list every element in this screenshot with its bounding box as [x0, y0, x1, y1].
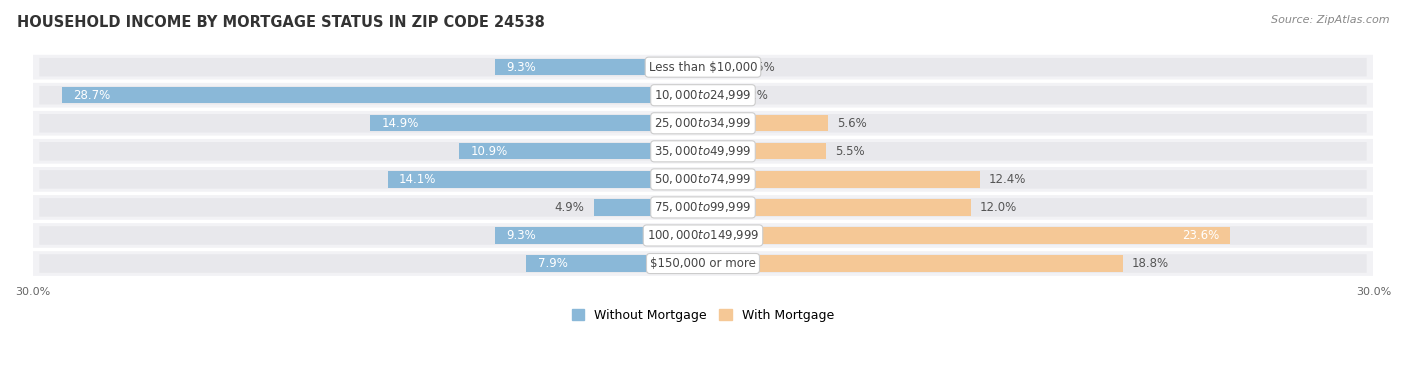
- Text: 12.4%: 12.4%: [988, 173, 1026, 186]
- Text: 12.0%: 12.0%: [980, 201, 1018, 214]
- FancyBboxPatch shape: [32, 167, 1374, 192]
- Text: 28.7%: 28.7%: [73, 89, 110, 102]
- Text: 1.5%: 1.5%: [745, 61, 775, 74]
- Bar: [370, 115, 703, 132]
- Text: 14.9%: 14.9%: [381, 117, 419, 130]
- FancyBboxPatch shape: [39, 170, 1367, 188]
- FancyBboxPatch shape: [32, 83, 1374, 107]
- Text: $150,000 or more: $150,000 or more: [650, 257, 756, 270]
- Text: 18.8%: 18.8%: [1132, 257, 1170, 270]
- FancyBboxPatch shape: [32, 223, 1374, 248]
- Text: 23.6%: 23.6%: [1182, 229, 1219, 242]
- FancyBboxPatch shape: [32, 195, 1374, 220]
- Bar: [703, 143, 825, 159]
- Text: 14.1%: 14.1%: [399, 173, 436, 186]
- Bar: [703, 115, 828, 132]
- FancyBboxPatch shape: [32, 111, 1374, 136]
- Text: 10.9%: 10.9%: [471, 145, 508, 158]
- FancyBboxPatch shape: [32, 139, 1374, 164]
- FancyBboxPatch shape: [39, 226, 1367, 245]
- Text: 7.9%: 7.9%: [537, 257, 568, 270]
- FancyBboxPatch shape: [39, 58, 1367, 77]
- Text: Source: ZipAtlas.com: Source: ZipAtlas.com: [1271, 15, 1389, 25]
- Text: $25,000 to $34,999: $25,000 to $34,999: [654, 116, 752, 130]
- Bar: [703, 227, 1230, 244]
- Bar: [495, 59, 703, 75]
- Text: 9.3%: 9.3%: [506, 61, 536, 74]
- FancyBboxPatch shape: [39, 198, 1367, 217]
- FancyBboxPatch shape: [39, 114, 1367, 133]
- Text: $35,000 to $49,999: $35,000 to $49,999: [654, 144, 752, 158]
- Bar: [62, 87, 703, 103]
- Bar: [703, 255, 1123, 272]
- Bar: [526, 255, 703, 272]
- Bar: [703, 59, 737, 75]
- FancyBboxPatch shape: [39, 86, 1367, 104]
- Text: $10,000 to $24,999: $10,000 to $24,999: [654, 88, 752, 102]
- FancyBboxPatch shape: [32, 55, 1374, 80]
- Text: $100,000 to $149,999: $100,000 to $149,999: [647, 228, 759, 242]
- Bar: [593, 199, 703, 216]
- Bar: [703, 199, 972, 216]
- Text: $50,000 to $74,999: $50,000 to $74,999: [654, 172, 752, 186]
- FancyBboxPatch shape: [39, 254, 1367, 273]
- Legend: Without Mortgage, With Mortgage: Without Mortgage, With Mortgage: [567, 304, 839, 327]
- Bar: [460, 143, 703, 159]
- Text: 4.9%: 4.9%: [555, 201, 585, 214]
- Text: $75,000 to $99,999: $75,000 to $99,999: [654, 201, 752, 215]
- Text: 9.3%: 9.3%: [506, 229, 536, 242]
- Text: Less than $10,000: Less than $10,000: [648, 61, 758, 74]
- Bar: [703, 87, 730, 103]
- Text: 1.2%: 1.2%: [738, 89, 769, 102]
- FancyBboxPatch shape: [39, 142, 1367, 161]
- Text: 5.6%: 5.6%: [837, 117, 868, 130]
- Bar: [703, 171, 980, 187]
- Bar: [495, 227, 703, 244]
- Text: HOUSEHOLD INCOME BY MORTGAGE STATUS IN ZIP CODE 24538: HOUSEHOLD INCOME BY MORTGAGE STATUS IN Z…: [17, 15, 544, 30]
- FancyBboxPatch shape: [32, 251, 1374, 276]
- Text: 5.5%: 5.5%: [835, 145, 865, 158]
- Bar: [388, 171, 703, 187]
